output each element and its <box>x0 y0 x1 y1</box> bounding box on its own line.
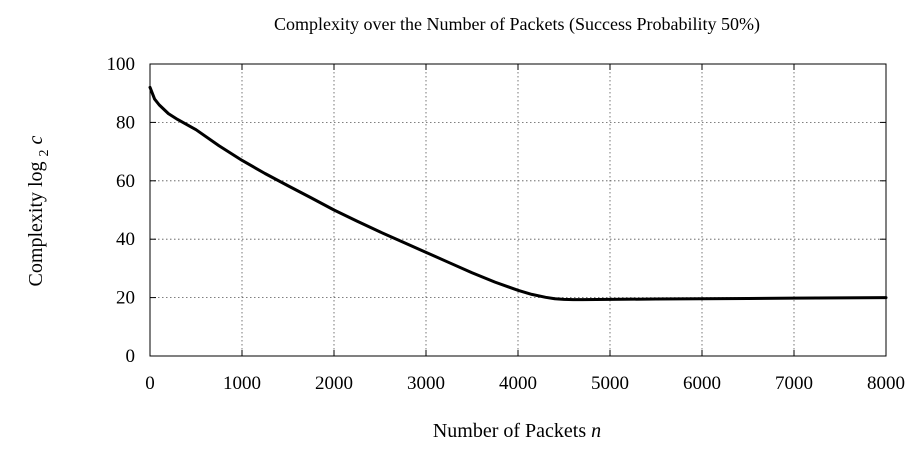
x-tick-label: 3000 <box>407 373 445 394</box>
x-tick-label: 7000 <box>775 373 813 394</box>
x-tick-label: 0 <box>145 373 155 394</box>
x-tick-label: 8000 <box>867 373 905 394</box>
y-tick-label: 80 <box>116 112 135 133</box>
grid <box>150 64 886 356</box>
y-axis-label-text: Complexity log <box>25 161 47 286</box>
y-axis-ticks: 0 20 40 60 80 100 <box>107 54 886 367</box>
x-axis-label: Number of Packets n <box>433 420 601 442</box>
x-tick-label: 5000 <box>591 373 629 394</box>
y-tick-label: 60 <box>116 171 135 192</box>
y-axis-label: Complexity log 2 c <box>25 135 53 286</box>
x-tick-label: 4000 <box>499 373 537 394</box>
x-axis-label-variable: n <box>591 420 601 442</box>
y-axis-label-variable: c <box>25 135 47 144</box>
x-tick-label: 1000 <box>223 373 261 394</box>
x-axis-ticks: 0 1000 2000 3000 4000 5000 6000 7000 8000 <box>145 64 905 394</box>
y-tick-label: 20 <box>116 288 135 309</box>
x-axis-label-text: Number of Packets <box>433 420 587 442</box>
y-tick-label: 0 <box>126 346 136 367</box>
y-axis-label-subscript: 2 <box>37 149 52 156</box>
complexity-line <box>148 85 888 302</box>
y-tick-label: 40 <box>116 229 135 250</box>
y-tick-label: 100 <box>107 54 136 75</box>
chart-title: Complexity over the Number of Packets (S… <box>274 14 760 35</box>
x-tick-label: 6000 <box>683 373 721 394</box>
x-tick-label: 2000 <box>315 373 353 394</box>
